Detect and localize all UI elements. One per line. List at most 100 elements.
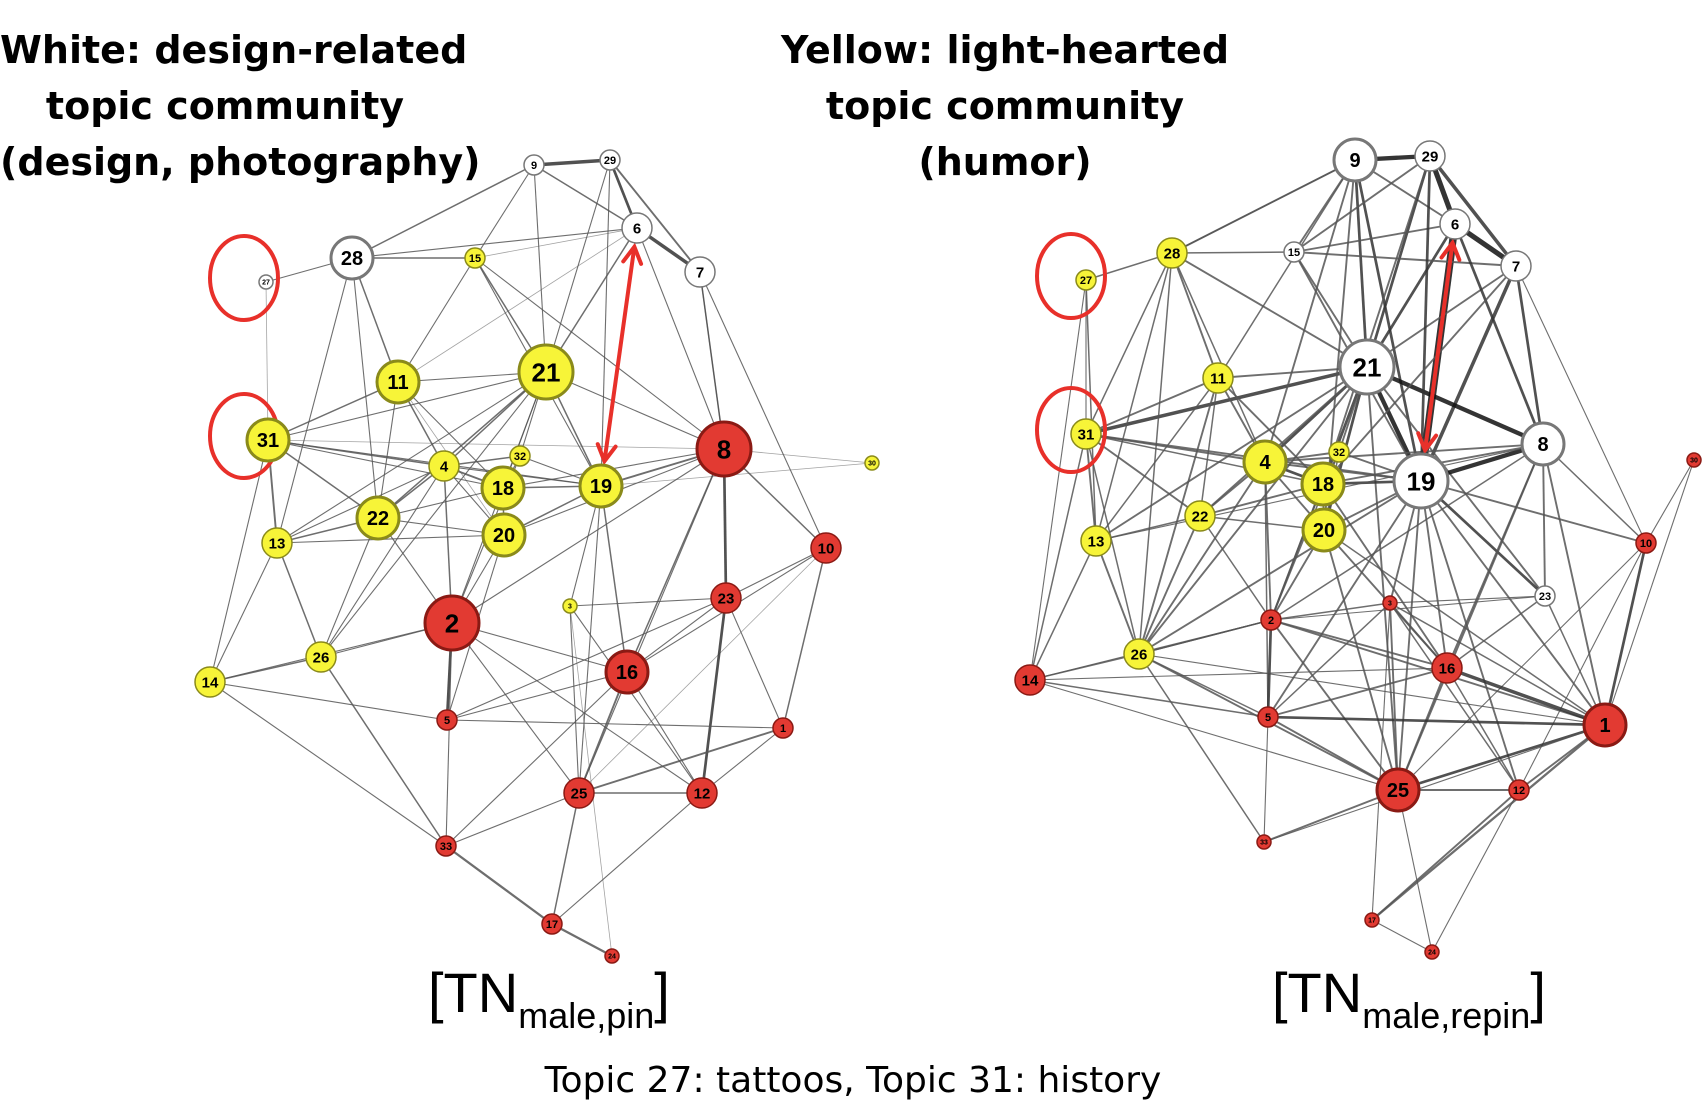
left-node-label: 5 bbox=[444, 715, 450, 727]
right-node-circle bbox=[1014, 664, 1046, 696]
left-node-20: 20 bbox=[481, 512, 527, 558]
left-node-circle bbox=[480, 465, 526, 511]
right-edge-2-16 bbox=[1270, 619, 1448, 669]
left-edge-10-1 bbox=[782, 547, 827, 729]
right-node-18: 18 bbox=[1300, 461, 1346, 507]
left-node-circle bbox=[423, 594, 481, 652]
right-node-label: 3 bbox=[1388, 601, 1392, 608]
right-edge-9-21 bbox=[1353, 159, 1369, 368]
left-node-11: 11 bbox=[375, 359, 421, 405]
left-node-23: 23 bbox=[710, 582, 742, 614]
left-edge-15-11 bbox=[397, 257, 476, 383]
left-node-circle bbox=[864, 455, 880, 471]
right-edge-9-28 bbox=[1171, 159, 1356, 254]
right-edge-29-7 bbox=[1428, 154, 1518, 268]
left-edge-15-6 bbox=[474, 227, 638, 259]
right-node-circle bbox=[1375, 767, 1421, 813]
right-edge-17-24 bbox=[1371, 919, 1433, 953]
right-node-circle bbox=[1508, 779, 1530, 801]
left-node-29: 29 bbox=[599, 149, 621, 171]
right-edge-21-13 bbox=[1095, 366, 1368, 542]
right-edge-10-7 bbox=[1515, 265, 1647, 544]
left-node-label: 13 bbox=[269, 535, 286, 552]
left-node-circle bbox=[329, 235, 375, 281]
right-node-15: 15 bbox=[1283, 241, 1305, 263]
left-edge-7-8 bbox=[699, 271, 725, 450]
right-edge-1-17 bbox=[1371, 724, 1606, 921]
left-node-label: 8 bbox=[717, 434, 731, 464]
right-node-6: 6 bbox=[1439, 208, 1471, 240]
left-node-label: 28 bbox=[341, 248, 363, 270]
right-edge-1-30 bbox=[1604, 459, 1695, 726]
left-edge-19-25 bbox=[578, 485, 602, 794]
left-edge-16-33 bbox=[445, 671, 628, 847]
right-edge-19-10 bbox=[1420, 480, 1647, 544]
right-node-label: 4 bbox=[1259, 452, 1271, 474]
right-edge-25-3 bbox=[1389, 602, 1399, 791]
right-edge-2-3 bbox=[1270, 602, 1391, 621]
left-node-21: 21 bbox=[517, 343, 575, 401]
left-edge-4-26 bbox=[320, 465, 445, 658]
left-edge-16-5 bbox=[446, 671, 628, 721]
right-node-circle bbox=[1635, 532, 1657, 554]
right-edge-19-12 bbox=[1420, 480, 1520, 791]
left-node-label: 22 bbox=[367, 508, 389, 530]
left-node-27: 27 bbox=[258, 274, 274, 290]
right-edge-25-5 bbox=[1267, 716, 1399, 791]
right-node-circle bbox=[1338, 338, 1396, 396]
left-node-12: 12 bbox=[686, 777, 718, 809]
left-node-circle bbox=[621, 212, 653, 244]
right-edge-29-18 bbox=[1322, 155, 1431, 485]
right-node-label: 20 bbox=[1313, 520, 1335, 542]
right-edge-11-31 bbox=[1085, 377, 1219, 435]
right-node-11: 11 bbox=[1202, 362, 1234, 394]
right-edge-15-7 bbox=[1293, 251, 1517, 267]
left-edge-10-25 bbox=[578, 547, 827, 794]
left-node-9: 9 bbox=[523, 154, 545, 176]
left-edge-2-12 bbox=[451, 622, 703, 794]
right-node-circle bbox=[1156, 237, 1188, 269]
right-edge-28-13 bbox=[1095, 252, 1173, 542]
left-caption-line-2: topic community bbox=[45, 84, 405, 128]
right-edge-29-19 bbox=[1419, 155, 1432, 482]
left-node-label: 19 bbox=[590, 476, 612, 498]
left-arrow-head-end bbox=[595, 442, 618, 466]
left-node-7: 7 bbox=[684, 256, 716, 288]
right-node-circle bbox=[1364, 912, 1380, 928]
right-highlight-circle-27 bbox=[1035, 232, 1107, 320]
left-edge-6-11 bbox=[397, 227, 638, 383]
right-node-label: 18 bbox=[1312, 474, 1334, 496]
right-edge-31-18 bbox=[1085, 433, 1324, 485]
right-node-1: 1 bbox=[1582, 702, 1628, 748]
right-edge-8-1 bbox=[1542, 443, 1606, 726]
left-node-label: 9 bbox=[531, 160, 537, 172]
right-edge-16-1 bbox=[1446, 666, 1606, 727]
right-node-label: 25 bbox=[1387, 780, 1409, 802]
right-edge-10-25 bbox=[1397, 542, 1647, 791]
left-node-1: 1 bbox=[772, 717, 794, 739]
right-edge-8-10 bbox=[1542, 443, 1647, 544]
right-edge-16-5 bbox=[1267, 667, 1448, 718]
right-edge-23-1 bbox=[1544, 595, 1606, 726]
left-node-label: 17 bbox=[546, 919, 558, 931]
left-edge-16-12 bbox=[626, 671, 703, 794]
right-node-circle bbox=[1431, 652, 1463, 684]
left-node-circle bbox=[509, 445, 531, 467]
right-node-8: 8 bbox=[1520, 421, 1566, 467]
left-edge-19-29 bbox=[600, 159, 611, 487]
left-caption-line-1: White: design-related bbox=[0, 28, 468, 72]
right-node-19: 19 bbox=[1392, 452, 1450, 510]
right-edge-7-18 bbox=[1322, 265, 1517, 485]
left-network-label-main: [TN bbox=[428, 961, 519, 1024]
right-node-label: 5 bbox=[1265, 712, 1271, 724]
left-edge-2-16 bbox=[451, 622, 628, 673]
right-edge-13-27 bbox=[1085, 279, 1097, 542]
right-edge-23-16 bbox=[1446, 595, 1546, 669]
right-edge-21-26 bbox=[1138, 366, 1368, 655]
right-node-27: 27 bbox=[1075, 269, 1097, 291]
right-edge-2-5 bbox=[1266, 619, 1273, 718]
right-edge-21-22 bbox=[1199, 366, 1368, 517]
left-node-circle bbox=[772, 717, 794, 739]
left-edge-3-24 bbox=[569, 605, 613, 957]
left-edge-13-26 bbox=[276, 542, 322, 658]
